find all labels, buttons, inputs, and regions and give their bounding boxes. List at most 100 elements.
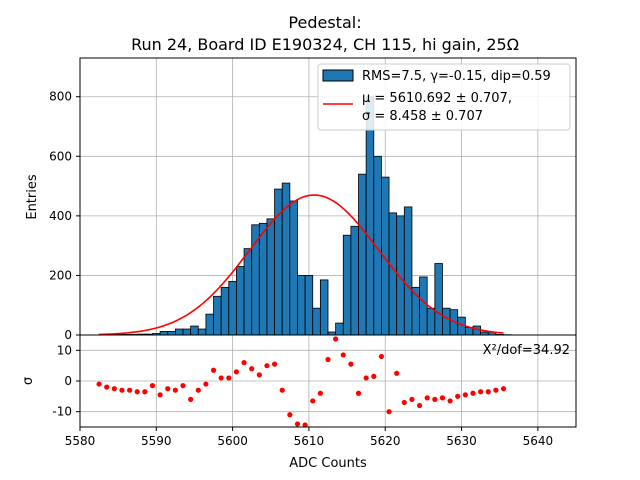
- residual-point: [256, 372, 262, 378]
- residual-point: [165, 386, 171, 392]
- residual-point: [264, 363, 270, 369]
- histogram-bar: [434, 263, 443, 336]
- residual-point: [409, 396, 415, 402]
- residual-point: [401, 399, 407, 406]
- x-axis-label: ADC Counts: [289, 456, 367, 471]
- histogram-bars: [98, 96, 512, 336]
- residual-point: [104, 384, 110, 390]
- histogram-bar: [442, 307, 451, 336]
- residual-y-axis-ticks: -10 0 10: [52, 343, 80, 419]
- histogram-bar: [266, 218, 275, 336]
- residual-point: [96, 381, 102, 387]
- residual-point: [439, 395, 446, 401]
- residual-points: [96, 336, 507, 428]
- histogram-bar: [236, 266, 245, 336]
- residual-point: [188, 396, 194, 402]
- histogram-bar: [312, 307, 321, 336]
- residual-point: [180, 383, 186, 389]
- residual-point: [500, 386, 507, 392]
- legend: RMS=7.5, γ=-0.15, dip=0.59 μ = 5610.692 …: [317, 63, 571, 131]
- y-tick-label: 600: [49, 149, 72, 163]
- residual-point: [287, 412, 293, 418]
- residual-point: [111, 386, 117, 392]
- residual-point: [241, 360, 247, 366]
- residual-point: [424, 395, 430, 401]
- residual-point: [157, 392, 163, 398]
- histogram-bar: [342, 234, 352, 336]
- histogram-bar: [426, 307, 436, 336]
- residual-point: [249, 366, 255, 372]
- residual-point: [447, 398, 453, 404]
- histogram-bar: [419, 276, 428, 336]
- residual-point: [195, 387, 201, 393]
- chart-title-line2: Run 24, Board ID E190324, CH 115, hi gai…: [131, 35, 519, 54]
- histogram-bar: [174, 328, 184, 336]
- residual-point: [371, 373, 377, 379]
- histogram-bar: [319, 279, 329, 336]
- histogram-bar: [350, 225, 359, 336]
- residual-axes-frame: [79, 334, 577, 428]
- residual-point: [210, 367, 217, 373]
- residual-point: [432, 396, 438, 402]
- histogram-bar: [403, 206, 413, 336]
- histogram-bar: [297, 275, 306, 336]
- histogram-bar: [205, 313, 214, 336]
- residual-point: [134, 389, 140, 395]
- chi2-annotation: X²/dof=34.92: [483, 343, 570, 358]
- residual-point: [340, 352, 346, 358]
- histogram-bar: [388, 212, 398, 336]
- residual-point: [394, 370, 400, 376]
- residual-point: [218, 375, 224, 381]
- legend-hist-swatch: [322, 69, 354, 82]
- residual-point: [325, 356, 331, 363]
- residual-point: [226, 375, 232, 381]
- residual-point: [462, 392, 468, 398]
- histogram-bar: [289, 200, 298, 336]
- residual-tick-label: 0: [64, 374, 72, 388]
- y-axis-label: Entries: [25, 174, 40, 220]
- x-tick-label: 5610: [294, 434, 325, 448]
- histogram-bar: [228, 280, 237, 336]
- y-tick-label: 400: [49, 209, 72, 223]
- residual-point: [333, 336, 339, 342]
- residual-point: [378, 353, 385, 360]
- residual-point: [363, 375, 369, 381]
- histogram-bar: [243, 248, 253, 336]
- histogram-bar: [197, 328, 207, 336]
- residual-point: [386, 409, 392, 415]
- residual-point: [493, 387, 499, 393]
- histogram-bar: [258, 222, 268, 336]
- x-tick-label: 5590: [141, 434, 172, 448]
- residual-point: [348, 361, 354, 367]
- histogram-bar: [220, 286, 230, 336]
- residual-point: [142, 389, 148, 395]
- residual-point: [455, 393, 461, 399]
- residual-point: [203, 381, 209, 387]
- histogram-bar: [358, 173, 367, 336]
- residual-point: [149, 383, 156, 389]
- histogram-bar: [335, 322, 344, 336]
- legend-fit-label-line1: μ = 5610.692 ± 0.707,: [362, 91, 512, 106]
- x-tick-label: 5630: [446, 434, 477, 448]
- legend-hist-label: RMS=7.5, γ=-0.15, dip=0.59: [362, 69, 551, 84]
- x-tick-label: 5580: [65, 434, 96, 448]
- x-tick-label: 5600: [217, 434, 248, 448]
- residual-point: [271, 361, 278, 367]
- main-y-axis-ticks: 0 200 400 600 800: [49, 90, 80, 342]
- x-tick-label: 5640: [523, 434, 554, 448]
- x-axis-ticks: 5580 5590 5600 5610 5620 5630 5640: [65, 427, 553, 448]
- y-tick-label: 800: [49, 90, 72, 104]
- residual-point: [294, 421, 301, 427]
- histogram-bar: [365, 96, 375, 336]
- residual-point: [302, 422, 308, 428]
- residual-tick-label: -10: [52, 405, 72, 419]
- legend-box: [317, 63, 571, 131]
- residual-point: [478, 389, 484, 395]
- histogram-bar: [304, 275, 314, 336]
- residual-point: [233, 369, 240, 375]
- histogram-bar: [167, 331, 176, 336]
- histogram-bar: [182, 328, 192, 336]
- residual-y-axis-label: σ: [21, 377, 36, 385]
- histogram-bar: [159, 331, 169, 336]
